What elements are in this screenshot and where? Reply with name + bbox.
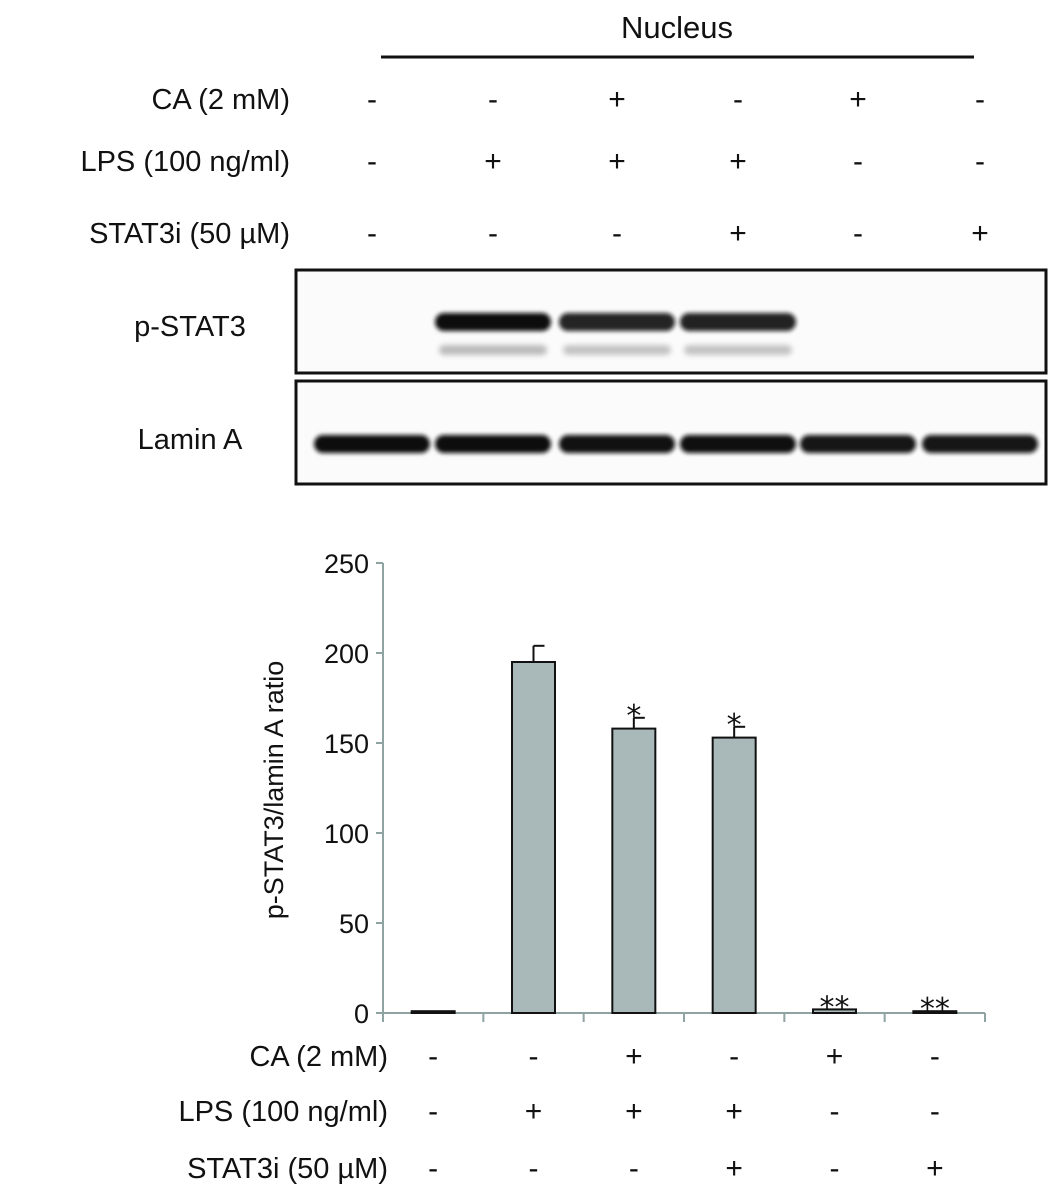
y-tick-label: 100	[324, 819, 369, 849]
chart-condition-sign: +	[525, 1095, 543, 1128]
chart-condition-sign: +	[926, 1152, 944, 1185]
chart-condition-sign: -	[830, 1152, 840, 1185]
blot-row-sign: +	[729, 145, 747, 178]
significance-marker: **	[920, 992, 950, 1027]
blot-row-sign: -	[367, 145, 377, 178]
chart-condition-label: STAT3i (50 µM)	[187, 1153, 388, 1185]
chart-condition-label: LPS (100 ng/ml)	[178, 1096, 388, 1128]
bar	[611, 727, 657, 1014]
blot-band	[680, 435, 796, 453]
blot-band	[559, 313, 675, 331]
blot-band-faint	[684, 345, 792, 355]
band-label: p-STAT3	[134, 311, 246, 343]
blot-band	[435, 313, 551, 331]
blot-row-sign: -	[853, 217, 863, 250]
blot-band	[680, 313, 796, 331]
blot-band	[800, 435, 916, 453]
blot-row-sign: -	[488, 217, 498, 250]
y-tick-label: 200	[324, 639, 369, 669]
blot-row-sign: -	[733, 83, 743, 116]
blot-row-sign: -	[612, 217, 622, 250]
bar	[410, 1010, 456, 1015]
blot-row-label: LPS (100 ng/ml)	[80, 146, 290, 178]
chart-condition-sign: +	[725, 1095, 743, 1128]
chart-condition-sign: -	[830, 1095, 840, 1128]
y-tick-label: 50	[339, 909, 369, 939]
blot-row-sign: -	[975, 145, 985, 178]
blot-row-sign: +	[608, 83, 626, 116]
blot-band	[559, 435, 675, 453]
y-axis-label: p-STAT3/lamin A ratio	[259, 661, 289, 920]
chart-condition-sign: -	[930, 1095, 940, 1128]
significance-marker: *	[626, 699, 641, 734]
chart-condition-sign: -	[629, 1152, 639, 1185]
chart-condition-rows: CA (2 mM) - - + - + - LPS (100 ng/ml) - + + + - - STAT…	[178, 1040, 943, 1185]
blot-row-label: STAT3i (50 µM)	[89, 218, 290, 250]
blot-row-sign: -	[367, 83, 377, 116]
blot-row-sign: -	[488, 83, 498, 116]
significance-marker: *	[727, 708, 742, 743]
blot-band-faint	[563, 345, 671, 355]
bar	[812, 1008, 857, 1015]
blot-row-sign: -	[975, 83, 985, 116]
chart-condition-sign: -	[428, 1040, 438, 1073]
chart-condition-sign: +	[625, 1095, 643, 1128]
blot-header: Nucleus	[621, 10, 733, 45]
western-blot-panel: Nucleus CA (2 mM) - - + - + - LPS (100 ng/ml) - +…	[80, 10, 1048, 486]
blot-bands: p-STAT3 Lamin A	[134, 268, 1048, 486]
chart-bars: * *** **	[410, 644, 958, 1027]
chart-condition-sign: -	[529, 1152, 539, 1185]
bar	[511, 661, 556, 1014]
blot-row-sign: +	[484, 145, 502, 178]
chart-condition-sign: +	[625, 1040, 643, 1073]
blot-row-sign: +	[729, 217, 747, 250]
blot-row-sign: +	[971, 217, 989, 250]
chart-condition-sign: -	[729, 1040, 739, 1073]
y-tick-label: 250	[324, 549, 369, 579]
bar	[912, 1010, 958, 1015]
chart-condition-sign: +	[725, 1152, 743, 1185]
chart-condition-sign: -	[428, 1095, 438, 1128]
blot-band	[314, 435, 430, 453]
blot-row-sign: -	[367, 217, 377, 250]
bar	[711, 736, 757, 1014]
significance-marker: **	[820, 990, 850, 1025]
y-tick-label: 150	[324, 729, 369, 759]
blot-row-sign: +	[608, 145, 626, 178]
chart-condition-sign: -	[930, 1040, 940, 1073]
band-label: Lamin A	[138, 424, 243, 456]
blot-row-sign: -	[853, 145, 863, 178]
chart-condition-sign: -	[529, 1040, 539, 1073]
blot-band	[435, 435, 551, 453]
blot-band	[922, 435, 1038, 453]
blot-band-faint	[439, 345, 547, 355]
chart-condition-sign: -	[428, 1152, 438, 1185]
blot-row-sign: +	[849, 83, 867, 116]
blot-row-label: CA (2 mM)	[151, 84, 290, 116]
chart-axes: 0 50 100 150 200 250	[324, 549, 986, 1029]
chart-condition-sign: +	[826, 1040, 844, 1073]
blot-membrane	[294, 379, 1048, 486]
chart-condition-label: CA (2 mM)	[249, 1041, 388, 1073]
blot-condition-rows: CA (2 mM) - - + - + - LPS (100 ng/ml) - + + + - - STAT…	[80, 83, 988, 250]
y-tick-label: 0	[354, 999, 369, 1029]
